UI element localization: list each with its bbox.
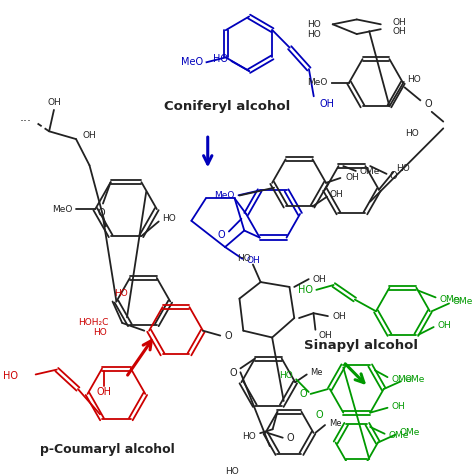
Text: O: O	[287, 433, 294, 443]
Text: OMe: OMe	[360, 167, 380, 176]
Text: OH: OH	[392, 402, 405, 411]
Text: OH: OH	[438, 320, 451, 329]
Text: MeO: MeO	[214, 191, 235, 200]
Text: O: O	[316, 410, 323, 420]
Text: OMe: OMe	[405, 375, 425, 384]
Text: OH: OH	[319, 331, 332, 340]
Text: O: O	[390, 171, 397, 181]
Text: HO: HO	[237, 254, 251, 263]
Text: HO: HO	[114, 289, 128, 298]
Text: HO: HO	[396, 164, 410, 173]
Text: OH: OH	[319, 99, 335, 109]
Text: OH: OH	[345, 173, 359, 182]
Text: OH: OH	[246, 256, 260, 265]
Text: OMe: OMe	[392, 374, 412, 383]
Text: OH: OH	[96, 387, 111, 397]
Text: OH: OH	[392, 27, 406, 36]
Text: OMe: OMe	[439, 295, 460, 304]
Text: HO: HO	[93, 328, 107, 337]
Text: p-Coumaryl alcohol: p-Coumaryl alcohol	[39, 443, 174, 456]
Text: HO: HO	[280, 371, 293, 380]
Text: HO: HO	[163, 214, 176, 223]
Text: HO: HO	[243, 432, 256, 440]
Text: O: O	[224, 330, 232, 340]
Text: OH: OH	[312, 274, 326, 283]
Text: ···: ···	[20, 115, 32, 128]
Text: OH: OH	[333, 311, 346, 320]
Text: Me: Me	[310, 368, 323, 377]
Text: OH: OH	[392, 18, 406, 27]
Text: OMe: OMe	[399, 428, 419, 438]
Text: OH: OH	[83, 131, 97, 140]
Text: OH: OH	[330, 190, 344, 199]
Text: MeO: MeO	[181, 57, 203, 67]
Text: Me: Me	[329, 419, 341, 428]
Text: O: O	[424, 99, 432, 109]
Text: HO: HO	[213, 55, 228, 64]
Text: OH: OH	[47, 98, 61, 107]
Text: OMe: OMe	[389, 431, 409, 440]
Text: HO: HO	[225, 467, 238, 474]
Text: MeO: MeO	[52, 205, 72, 214]
Text: HO: HO	[3, 372, 18, 382]
Text: O: O	[97, 208, 105, 219]
Text: HO: HO	[308, 20, 321, 29]
Text: OMe: OMe	[453, 297, 473, 306]
Text: O: O	[218, 230, 225, 240]
Text: HO: HO	[308, 29, 321, 38]
Text: O: O	[230, 368, 237, 378]
Text: Sinapyl alcohol: Sinapyl alcohol	[304, 339, 418, 352]
Text: O: O	[299, 389, 307, 399]
Text: HO: HO	[407, 74, 420, 83]
Text: HO: HO	[298, 285, 312, 295]
Text: Coniferyl alcohol: Coniferyl alcohol	[164, 100, 291, 113]
Text: MeO: MeO	[308, 78, 328, 87]
Text: HOH₂C: HOH₂C	[78, 319, 109, 328]
Text: HO: HO	[405, 129, 419, 138]
